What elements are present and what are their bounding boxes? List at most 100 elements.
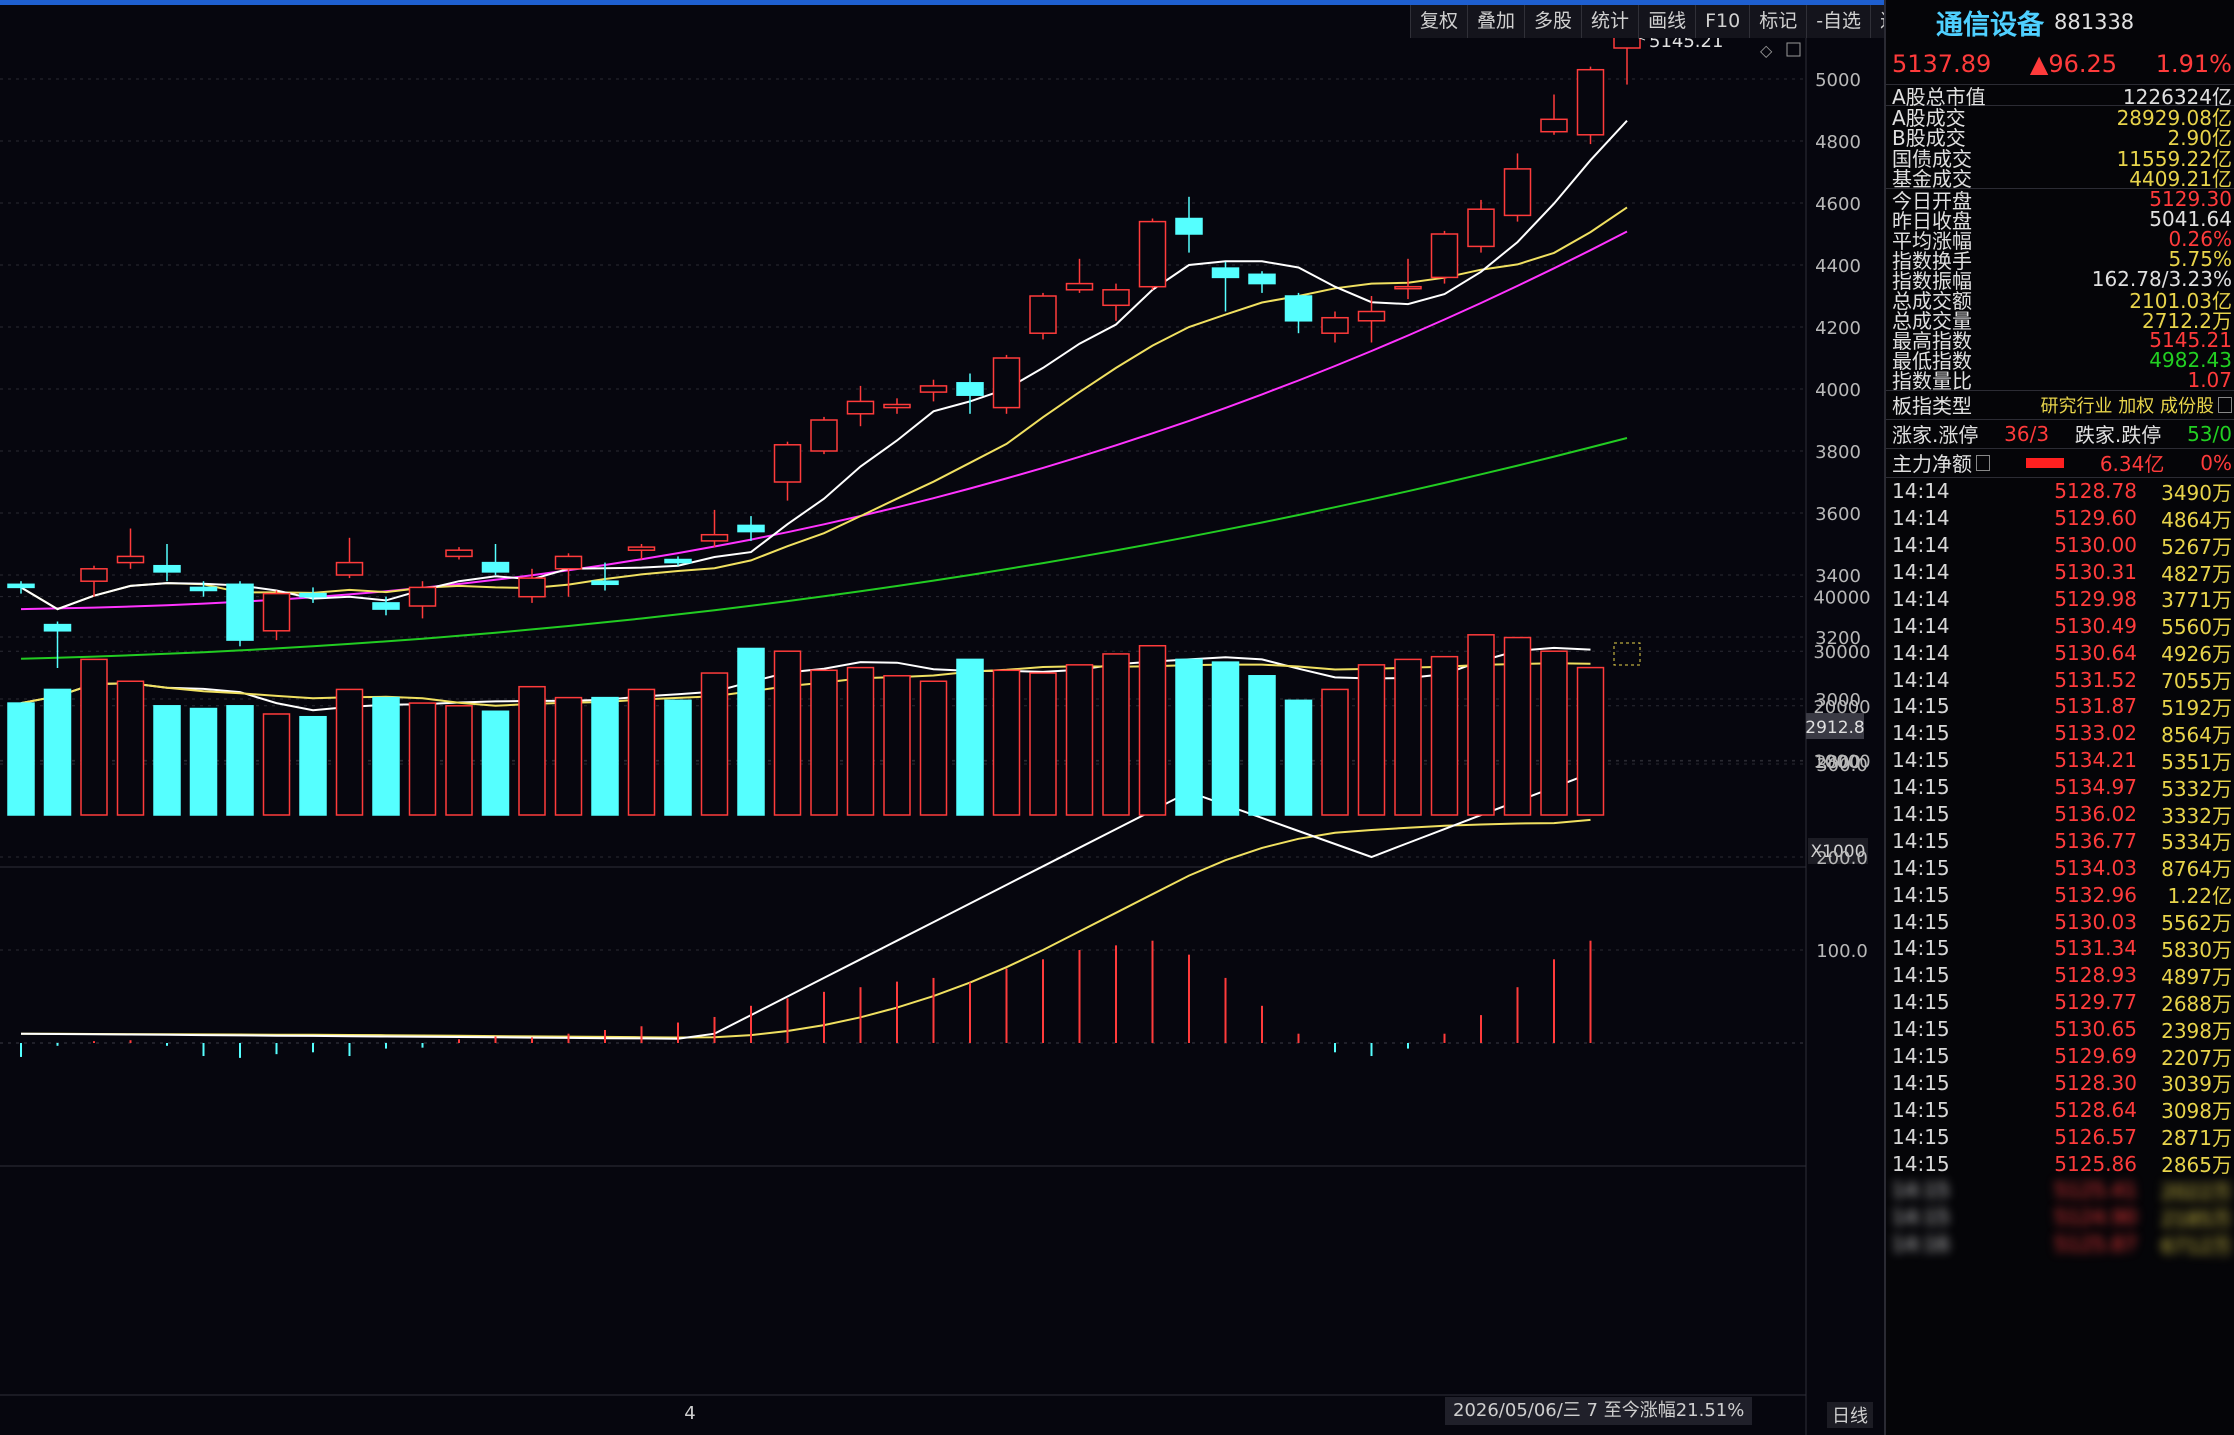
candle[interactable] (956, 373, 984, 414)
tick-row[interactable]: 14:15 5124.90 2185万 (1886, 1204, 2234, 1231)
candle[interactable] (1430, 230, 1459, 284)
volume-bar[interactable] (1540, 650, 1568, 816)
volume-bars[interactable] (7, 634, 1641, 816)
volume-bar[interactable] (1284, 699, 1313, 816)
toolbar-button[interactable]: F10 (1695, 5, 1750, 38)
tick-row[interactable]: 14:15 5130.03 5562万 (1886, 908, 2234, 936)
candle[interactable] (1248, 271, 1276, 293)
tick-row[interactable]: 14:15 5131.87 5192万 (1886, 693, 2234, 720)
volume-bar[interactable] (1029, 672, 1057, 816)
volume-bar[interactable] (189, 707, 218, 816)
tick-row[interactable]: 14:15 5129.77 2688万 (1886, 989, 2234, 1016)
kline-chart-area[interactable]: 5000 4800 4600 4400 4200 4000 3800 3600 3400 3200… (0, 38, 1880, 1435)
toolbar-button[interactable]: 多股 (1524, 5, 1582, 38)
volume-bar[interactable] (1467, 634, 1495, 816)
candle[interactable] (80, 565, 108, 597)
volume-bar[interactable] (80, 658, 108, 816)
candle[interactable] (737, 516, 765, 541)
volume-bar[interactable] (1357, 664, 1386, 816)
chart-period-label[interactable]: 日线 (1827, 1402, 1873, 1428)
toolbar-button[interactable]: 叠加 (1467, 5, 1525, 38)
volume-bar[interactable] (1576, 666, 1605, 816)
sector-detail-icon[interactable] (2218, 396, 2232, 413)
tick-row[interactable]: 14:15 5128.93 4897万 (1886, 962, 2234, 989)
candle[interactable] (1102, 283, 1130, 321)
candle[interactable] (445, 547, 473, 560)
candle[interactable] (883, 398, 911, 414)
volume-bar[interactable] (116, 680, 145, 816)
tick-row[interactable]: 14:16 5125.87 6712万 (1886, 1231, 2234, 1258)
candle[interactable] (1321, 311, 1349, 343)
tick-row[interactable]: 14:15 5136.02 3332万 (1886, 801, 2234, 828)
candle[interactable] (1175, 196, 1203, 253)
volume-bar[interactable] (1503, 636, 1532, 816)
candle[interactable] (481, 544, 510, 575)
tick-row[interactable]: 14:15 5125.41 2022万 (1886, 1177, 2234, 1204)
tick-row[interactable]: 14:14 5130.31 4827万 (1886, 559, 2234, 586)
volume-bar[interactable] (883, 675, 911, 816)
toolbar-button[interactable]: -自选 (1806, 5, 1871, 38)
volume-bar[interactable] (591, 696, 619, 816)
volume-bar[interactable] (956, 658, 984, 816)
candle[interactable] (7, 581, 35, 594)
candle[interactable] (627, 544, 656, 560)
volume-bar[interactable] (846, 666, 875, 816)
candle[interactable] (1394, 258, 1422, 300)
tick-row[interactable]: 14:14 5130.00 5267万 (1886, 532, 2234, 559)
candle[interactable] (1467, 199, 1495, 253)
volume-bar[interactable] (372, 696, 400, 816)
tick-row[interactable]: 14:15 5129.69 2207万 (1886, 1043, 2234, 1070)
volume-bar[interactable] (518, 685, 546, 816)
volume-bar[interactable] (737, 647, 765, 816)
volume-bar[interactable] (335, 688, 364, 816)
volume-bar[interactable] (445, 705, 473, 816)
tick-row[interactable]: 14:15 5134.03 8764万 (1886, 854, 2234, 882)
volume-bar[interactable] (153, 705, 181, 816)
window-toggle-icon[interactable] (1786, 42, 1801, 57)
toolbar-button[interactable]: 统计 (1581, 5, 1639, 38)
tick-row[interactable]: 14:14 5129.98 3771万 (1886, 585, 2234, 613)
candle[interactable] (919, 379, 948, 402)
volume-bar[interactable] (1065, 664, 1094, 816)
net-flow-detail-icon[interactable] (1976, 454, 1990, 471)
tick-row[interactable]: 14:15 5133.02 8564万 (1886, 720, 2234, 747)
tick-row[interactable]: 14:15 5131.34 5830万 (1886, 935, 2234, 962)
volume-bar[interactable] (992, 669, 1021, 816)
candle[interactable] (1540, 94, 1568, 135)
volume-bar[interactable] (1102, 653, 1130, 816)
candle[interactable] (43, 621, 72, 669)
volume-bar[interactable] (1394, 658, 1422, 816)
tick-row[interactable]: 14:14 5130.64 4926万 (1886, 639, 2234, 667)
toolbar-button[interactable]: 复权 (1410, 5, 1468, 38)
volume-bar[interactable] (226, 705, 254, 816)
candle[interactable] (1138, 218, 1167, 290)
volume-bar[interactable] (7, 702, 35, 816)
candle[interactable] (518, 568, 546, 603)
candlesticks[interactable] (7, 38, 1641, 669)
candle[interactable] (810, 416, 838, 455)
tick-row[interactable]: 14:14 5131.52 7055万 (1886, 666, 2234, 694)
volume-bar[interactable] (810, 669, 838, 816)
candle[interactable] (664, 556, 692, 566)
volume-bar[interactable] (664, 699, 692, 816)
tick-list[interactable]: 14:14 5128.78 3490万 14:14 5129.60 4864万 14:14 5… (1886, 478, 2234, 1258)
tick-row[interactable]: 14:14 5129.60 4864万 (1886, 505, 2234, 532)
tick-row[interactable]: 14:15 5134.21 5351万 (1886, 747, 2234, 774)
candle[interactable] (408, 581, 437, 619)
tick-row[interactable]: 14:14 5130.49 5560万 (1886, 612, 2234, 640)
candle[interactable] (1065, 258, 1094, 293)
diamond-icon[interactable]: ◇ (1760, 41, 1773, 60)
candle[interactable] (773, 441, 802, 501)
tick-row[interactable]: 14:15 5136.77 5334万 (1886, 827, 2234, 855)
tick-row[interactable]: 14:14 5128.78 3490万 (1886, 478, 2234, 505)
candle[interactable] (1357, 296, 1386, 343)
volume-bar[interactable] (408, 702, 437, 816)
volume-bar[interactable] (1138, 644, 1167, 816)
candle[interactable] (262, 590, 291, 641)
candle[interactable] (846, 385, 875, 427)
tick-row[interactable]: 14:15 5128.30 3039万 (1886, 1069, 2234, 1097)
candle[interactable] (116, 528, 145, 569)
candle[interactable] (1284, 292, 1313, 334)
tick-row[interactable]: 14:15 5125.86 2865万 (1886, 1150, 2234, 1178)
volume-bar[interactable] (299, 715, 327, 816)
